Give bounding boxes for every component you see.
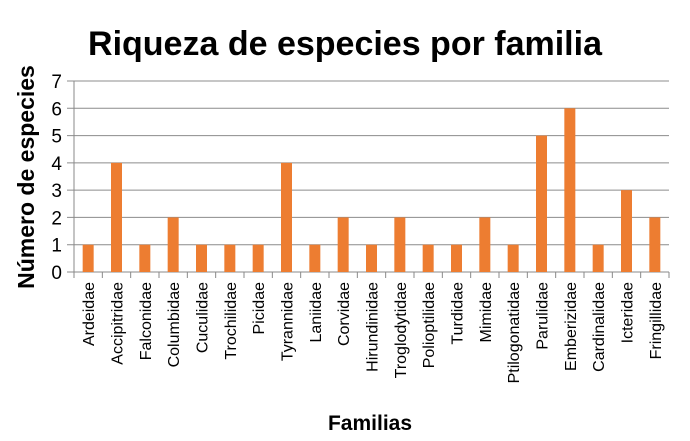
bar xyxy=(309,244,321,272)
chart-title: Riqueza de especies por familia xyxy=(88,25,603,63)
x-tick-label: Cardinalidae xyxy=(591,282,608,372)
bar xyxy=(82,244,94,272)
bar xyxy=(281,162,292,272)
bar xyxy=(621,190,632,272)
x-tick-label: Turdidae xyxy=(450,282,467,345)
x-tick-label: Polioptilidae xyxy=(421,282,438,368)
x-tick-label: Tyrannidae xyxy=(280,282,297,361)
bar xyxy=(139,244,151,272)
x-axis-label: Familias xyxy=(328,412,412,435)
y-tick-label: 3 xyxy=(51,181,62,202)
bar xyxy=(564,108,576,273)
bar xyxy=(536,135,547,272)
x-tick-label: Emberizidae xyxy=(563,282,580,371)
bar xyxy=(167,217,179,272)
bar xyxy=(479,217,491,272)
bar xyxy=(649,217,661,272)
x-tick-label: Fringillidae xyxy=(648,282,665,359)
x-tick-label: Ptilogonatidae xyxy=(506,282,523,384)
y-axis-label: Número de especies xyxy=(13,65,39,289)
bar xyxy=(366,244,377,272)
bar xyxy=(422,244,434,272)
x-tick-label: Falconidae xyxy=(138,282,155,360)
x-tick-label: Icteridae xyxy=(620,282,637,343)
x-tick-label: Cuculidae xyxy=(195,282,212,353)
y-tick-label: 5 xyxy=(51,127,62,148)
bar xyxy=(224,244,236,272)
x-tick-label: Trochilidae xyxy=(223,282,240,360)
y-tick-label: 2 xyxy=(51,208,62,229)
y-tick-label: 4 xyxy=(51,154,62,175)
bar xyxy=(111,162,122,272)
y-tick-label: 7 xyxy=(51,72,62,93)
x-tick-label: Ardeidae xyxy=(81,282,98,346)
x-tick-label: Corvidae xyxy=(336,282,353,346)
bar xyxy=(451,244,462,272)
bar xyxy=(196,244,207,272)
y-tick-label: 0 xyxy=(51,263,62,284)
x-tick-label: Accipitridae xyxy=(110,282,127,365)
x-tick-label: Parulidae xyxy=(535,282,552,350)
y-tick-label: 1 xyxy=(51,236,62,257)
bar xyxy=(252,244,264,272)
bar xyxy=(592,244,604,272)
x-tick-label: Mimidae xyxy=(478,282,495,343)
x-tick-label: Troglodytidae xyxy=(393,282,410,378)
bar xyxy=(507,244,519,272)
x-tick-label: Hirundinidae xyxy=(365,282,382,372)
x-tick-label: Picidae xyxy=(251,282,268,335)
x-tick-label: Laniidae xyxy=(308,282,325,343)
bar xyxy=(394,217,406,272)
bar xyxy=(337,217,349,272)
y-tick-label: 6 xyxy=(51,99,62,120)
x-tick-label: Columbidae xyxy=(166,282,183,367)
